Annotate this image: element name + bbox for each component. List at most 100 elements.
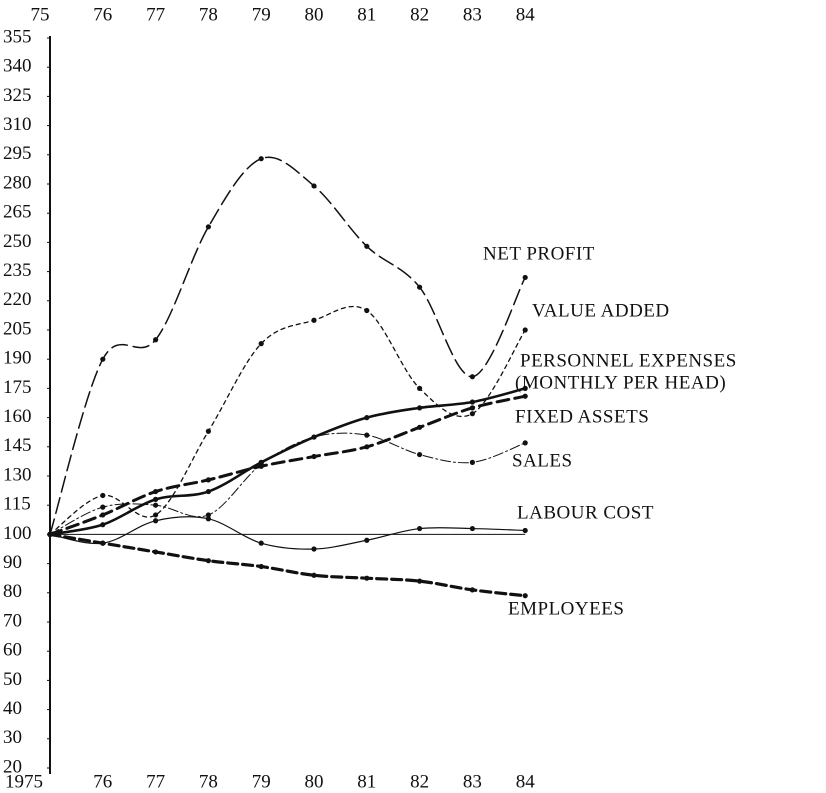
data-point: [153, 337, 159, 343]
data-point: [311, 453, 317, 460]
data-point: [469, 411, 475, 417]
data-point: [364, 243, 370, 249]
data-point: [100, 504, 106, 510]
data-point: [417, 405, 423, 411]
y-tick-label: 340: [3, 56, 32, 77]
data-point: [258, 563, 264, 570]
y-tick-label: 40: [3, 698, 22, 719]
data-point: [522, 527, 528, 534]
x-tick-label: 1975: [5, 771, 43, 792]
y-tick-label: 20: [3, 756, 22, 777]
y-tick-label: 60: [3, 640, 22, 661]
data-point: [417, 451, 423, 458]
data-point: [205, 516, 211, 522]
data-point: [205, 558, 211, 564]
data-point: [153, 518, 159, 524]
data-point: [522, 385, 528, 391]
data-point: [153, 488, 159, 495]
data-point: [311, 572, 317, 578]
x-tick-label: 77: [146, 771, 165, 792]
series-label: SALES: [512, 450, 573, 471]
y-tick-label: 325: [3, 85, 32, 106]
y-tick-label: 115: [3, 494, 31, 515]
data-point: [205, 488, 211, 495]
y-tick-label: 250: [3, 231, 32, 252]
series-label: NET PROFIT: [483, 243, 595, 264]
data-point: [522, 593, 528, 599]
y-tick-label: 265: [3, 202, 32, 223]
data-point: [258, 156, 264, 162]
data-point: [522, 393, 528, 399]
x-tick-label: 80: [305, 771, 324, 792]
x-top-label: 75: [31, 4, 50, 25]
data-point: [417, 284, 423, 290]
data-point: [100, 522, 106, 528]
x-tick-label: 84: [516, 771, 536, 792]
data-point: [469, 587, 475, 593]
x-tick-label: 78: [199, 771, 218, 792]
y-tick-label: 235: [3, 260, 32, 281]
series-note: (MONTHLY PER HEAD): [515, 372, 726, 393]
data-point: [522, 440, 528, 446]
data-point: [153, 512, 159, 518]
x-tick-label: 81: [357, 771, 376, 792]
y-tick-label: 280: [3, 172, 32, 193]
x-top-label: 83: [463, 4, 482, 25]
y-tick-label: 100: [3, 523, 32, 544]
data-point: [311, 546, 317, 552]
data-point: [469, 399, 475, 405]
data-point: [153, 502, 159, 508]
y-tick-label: 50: [3, 669, 22, 690]
x-top-label: 76: [93, 4, 112, 25]
x-top-label: 82: [410, 4, 429, 25]
data-point: [205, 224, 211, 230]
x-tick-label: 76: [93, 771, 112, 792]
y-tick-label: 145: [3, 435, 32, 456]
series-line: [49, 156, 526, 536]
data-point: [469, 405, 475, 411]
data-point: [522, 274, 528, 281]
x-tick-label: 83: [463, 771, 482, 792]
data-point: [364, 537, 370, 543]
x-top-label: 77: [146, 4, 165, 25]
data-point: [205, 477, 211, 483]
y-tick-label: 90: [3, 552, 22, 573]
data-point: [364, 575, 370, 581]
y-tick-label: 80: [3, 581, 22, 602]
y-tick-label: 130: [3, 464, 32, 485]
data-point: [205, 512, 211, 518]
data-point: [364, 307, 370, 314]
data-point: [417, 525, 423, 532]
y-tick-label: 30: [3, 727, 22, 748]
data-point: [417, 424, 423, 430]
data-point: [311, 183, 317, 189]
data-point: [153, 496, 159, 502]
series-line: [49, 305, 526, 536]
x-top-label: 81: [357, 4, 376, 25]
y-tick-label: 295: [3, 143, 32, 164]
series-label: LABOUR COST: [517, 502, 654, 523]
data-point: [417, 578, 423, 584]
data-point: [100, 492, 106, 499]
series-line: [49, 432, 526, 535]
data-point: [469, 374, 475, 380]
data-point: [364, 415, 370, 421]
series-line: [48, 387, 527, 536]
y-tick-label: 175: [3, 377, 32, 398]
x-tick-label: 82: [410, 771, 429, 792]
y-tick-label: 310: [3, 114, 32, 135]
data-point: [100, 356, 106, 362]
series-line: [48, 394, 527, 536]
x-tick-label: 79: [252, 771, 271, 792]
series-label: FIXED ASSETS: [515, 406, 649, 427]
data-point: [153, 549, 159, 555]
y-tick-label: 160: [3, 406, 32, 427]
series-line: [48, 532, 527, 598]
y-tick-label: 220: [3, 289, 32, 310]
data-point: [100, 512, 106, 518]
series-label: PERSONNEL EXPENSES: [520, 350, 737, 371]
data-point: [364, 432, 370, 438]
data-point: [100, 540, 106, 546]
data-point: [364, 444, 370, 450]
